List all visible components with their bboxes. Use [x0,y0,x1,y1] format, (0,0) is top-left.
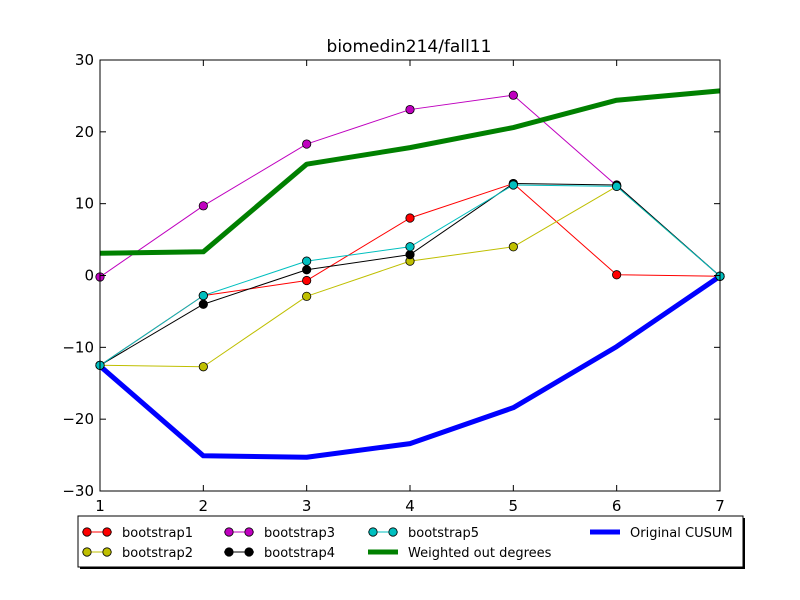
legend-label-bootstrap5: bootstrap5 [408,526,479,541]
data-point-bootstrap3 [302,139,312,149]
series-line-original-cusum [100,274,720,460]
data-point-bootstrap4 [405,250,415,260]
data-point-bootstrap3 [405,104,415,115]
legend-marker-bootstrap3 [244,527,254,537]
x-tick-label: 4 [405,497,415,515]
legend-box [77,515,744,568]
series-line-weighted-out-degrees [100,88,720,256]
data-point-bootstrap5 [612,181,622,192]
x-tick-label: 1 [95,497,105,515]
data-point-bootstrap5 [405,242,415,252]
legend-marker-bootstrap5 [368,527,378,537]
legend-marker-bootstrap1 [82,527,92,537]
data-point-bootstrap2 [198,362,208,372]
legend-label-original-cusum: Original CUSUM [630,526,733,541]
data-point-bootstrap2 [508,242,518,252]
legend-label-bootstrap3: bootstrap3 [264,526,335,541]
data-point-bootstrap5 [508,180,518,190]
data-point-bootstrap1 [405,213,415,223]
legend-marker-bootstrap2 [82,547,92,557]
legend-marker-bootstrap3 [224,527,234,537]
x-tick-label: 6 [612,497,622,515]
data-point-bootstrap3 [508,90,518,100]
y-tick-label: −20 [62,410,94,428]
data-point-bootstrap5 [302,256,312,266]
chart-title: biomedin214/fall11 [327,37,492,57]
x-tick-label: 5 [509,497,519,515]
legend-label-bootstrap2: bootstrap2 [122,546,193,561]
legend-label-weighted-out-degrees: Weighted out degrees [408,546,552,561]
data-point-bootstrap1 [302,275,312,286]
legend-marker-bootstrap4 [244,547,254,557]
y-tick-label: 30 [75,51,94,69]
data-point-bootstrap5 [198,291,208,301]
data-point-bootstrap4 [302,265,312,275]
legend-label-bootstrap4: bootstrap4 [264,546,335,561]
y-tick-label: −30 [62,482,94,500]
data-point-bootstrap3 [198,201,208,211]
legend-marker-bootstrap4 [224,547,234,557]
y-tick-label: 20 [75,123,94,141]
data-point-bootstrap1 [612,270,622,280]
legend-marker-bootstrap5 [388,527,398,537]
legend-marker-bootstrap2 [102,547,112,557]
data-point-bootstrap2 [302,291,312,301]
legend-label-bootstrap1: bootstrap1 [122,526,193,541]
x-tick-label: 2 [199,497,209,515]
y-tick-label: 0 [84,267,94,285]
x-tick-label: 3 [302,497,312,515]
data-point-bootstrap4 [198,299,208,309]
legend-marker-bootstrap1 [102,527,112,537]
x-tick-label: 7 [715,497,725,515]
plot-area [100,60,720,491]
y-tick-label: 10 [75,195,94,213]
y-tick-label: −10 [62,338,94,356]
